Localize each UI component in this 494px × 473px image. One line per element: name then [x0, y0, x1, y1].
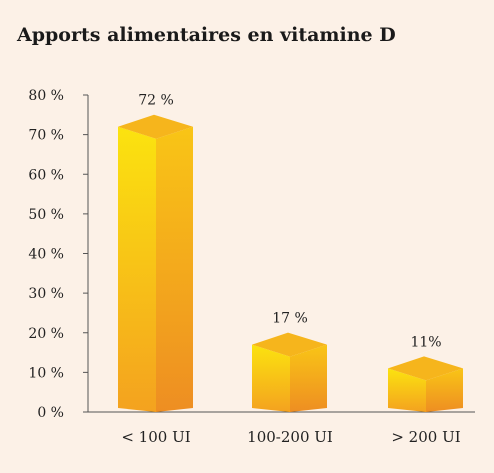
bar-side-face	[156, 126, 193, 412]
x-tick-label: < 100 UI	[121, 428, 190, 446]
y-tick-label: 0 %	[37, 405, 64, 421]
bar-side-face	[426, 368, 463, 412]
y-tick-label: 10 %	[28, 365, 64, 381]
bar-front-face	[118, 126, 156, 412]
bar-top-face	[118, 114, 193, 139]
y-tick-label: 80 %	[28, 88, 64, 104]
x-tick-label: 100-200 UI	[247, 428, 333, 446]
y-tick-label: 50 %	[28, 207, 64, 223]
chart-title: Apports alimentaires en vitamine D	[16, 24, 396, 46]
bar-front-face	[252, 344, 290, 412]
y-tick-label: 40 %	[28, 247, 64, 263]
data-label: 17 %	[272, 311, 308, 327]
bar	[252, 332, 327, 412]
bar	[118, 114, 193, 412]
x-tick-label: > 200 UI	[391, 428, 460, 446]
y-tick-label: 30 %	[28, 286, 64, 302]
data-label: 11%	[410, 334, 441, 350]
y-tick-label: 70 %	[28, 128, 64, 144]
data-label: 72 %	[138, 93, 174, 109]
bar-front-face	[388, 368, 426, 412]
y-tick-label: 60 %	[28, 167, 64, 183]
y-tick-label: 20 %	[28, 326, 64, 342]
bar-side-face	[290, 344, 327, 412]
bar-top-face	[252, 332, 327, 357]
bar-top-face	[388, 356, 463, 381]
bar	[388, 356, 463, 412]
